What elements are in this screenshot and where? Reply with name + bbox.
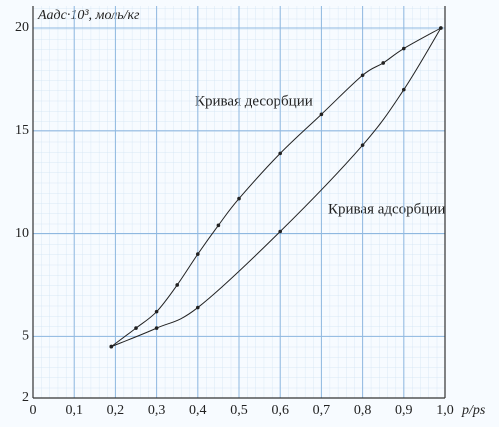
x-tick-label: 0,4 <box>189 403 207 418</box>
data-point <box>319 112 324 117</box>
y-tick-label: 5 <box>22 329 29 344</box>
x-tick-label: 0,7 <box>313 403 331 418</box>
data-point <box>278 151 283 156</box>
data-point <box>196 305 200 310</box>
y-tick-label: 15 <box>15 123 29 138</box>
y-tick-label: 20 <box>15 20 29 35</box>
x-axis-label: p/ps <box>461 403 486 418</box>
data-point <box>402 87 406 92</box>
data-point <box>216 223 221 228</box>
data-point <box>196 252 200 256</box>
data-point <box>360 143 365 147</box>
x-tick-label: 1,0 <box>436 403 454 418</box>
adsorption-label: Кривая адсорбции <box>328 201 445 217</box>
y-tick-label: 2 <box>22 390 29 405</box>
desorption-label: Кривая десорбции <box>195 93 313 109</box>
data-point <box>154 309 159 314</box>
data-point <box>360 73 365 78</box>
data-point <box>134 326 138 330</box>
data-point <box>109 344 114 349</box>
data-point <box>278 229 283 234</box>
x-tick-label: 0,5 <box>230 403 248 418</box>
data-point <box>237 196 241 201</box>
data-point <box>381 61 386 65</box>
data-point <box>439 26 443 30</box>
data-point <box>402 46 406 51</box>
data-point <box>175 283 179 287</box>
y-axis-label: Aадс·10³, моль/кг <box>37 8 140 23</box>
data-point <box>154 326 159 330</box>
x-tick-label: 0,1 <box>65 403 83 418</box>
x-tick-label: 0 <box>30 403 37 418</box>
x-tick-label: 0,2 <box>107 403 125 418</box>
y-tick-label: 10 <box>15 226 29 241</box>
x-tick-label: 0,3 <box>148 403 166 418</box>
x-tick-label: 0,9 <box>395 403 413 418</box>
x-tick-label: 0,6 <box>271 403 289 418</box>
x-tick-label: 0,8 <box>354 403 372 418</box>
